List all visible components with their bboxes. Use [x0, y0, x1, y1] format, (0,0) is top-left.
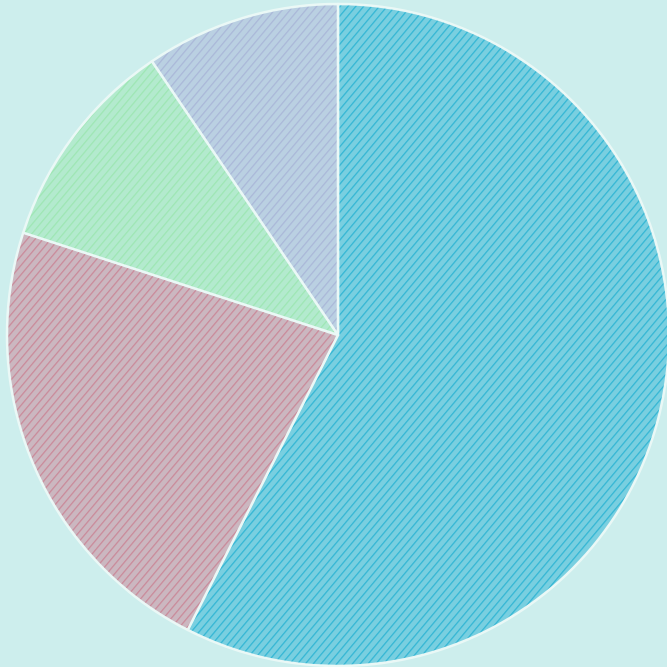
pie-slice-4 [150, 2, 340, 337]
pie-slice-3 [21, 59, 340, 337]
slices-layer [5, 2, 667, 667]
pie-slice-1 [186, 2, 667, 667]
pie-slice-2 [5, 231, 340, 632]
